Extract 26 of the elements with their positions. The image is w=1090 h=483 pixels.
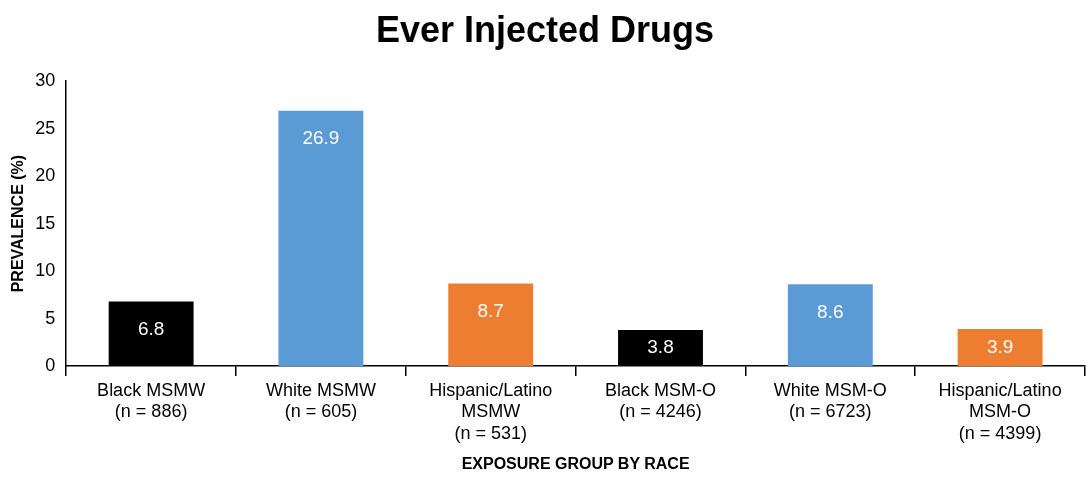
y-tick-label: 5 [45, 307, 56, 328]
data-label: 3.9 [986, 335, 1014, 357]
data-label: 26.9 [302, 126, 340, 148]
y-tick-label: 30 [35, 70, 56, 91]
y-tick-label: 0 [45, 354, 56, 375]
x-tick-label: Hispanic/Latino MSM-O (n = 4399) [938, 379, 1062, 443]
x-tick-label: White MSM-O (n = 6723) [773, 379, 887, 422]
y-tick-label: 15 [35, 212, 56, 233]
y-tick-label: 20 [35, 165, 56, 186]
data-label: 6.8 [137, 317, 165, 339]
y-tick-label: 25 [35, 117, 56, 138]
x-tick-label: White MSMW (n = 605) [265, 379, 376, 422]
x-tick-label: Black MSM-O (n = 4246) [605, 379, 717, 422]
bar [278, 110, 364, 366]
y-axis-title: PREVALENCE (%) [9, 154, 27, 293]
x-axis-title: EXPOSURE GROUP BY RACE [461, 454, 690, 472]
bar [448, 283, 534, 366]
y-tick-label: 10 [35, 260, 56, 281]
chart-title: Ever Injected Drugs [375, 8, 715, 50]
data-label: 3.8 [647, 336, 674, 358]
x-tick-label: Black MSMW (n = 886) [97, 379, 206, 422]
bar [787, 284, 873, 366]
x-tick-label: Hispanic/Latino MSMW (n = 531) [429, 379, 553, 443]
data-label: 8.6 [817, 300, 844, 322]
data-label: 8.7 [477, 299, 504, 321]
bar [957, 328, 1043, 366]
